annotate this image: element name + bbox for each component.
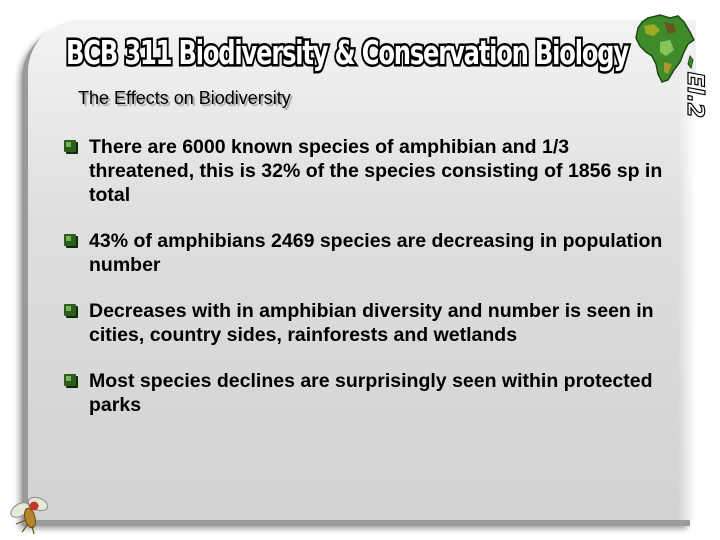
bullet-text: There are 6000 known species of amphibia… (89, 136, 663, 206)
bullet-text: Decreases with in amphibian diversity an… (89, 300, 654, 346)
course-title-banner: BCB 311 Biodiversity & Conservation Biol… (62, 22, 634, 78)
checkbox-bullet-icon (64, 304, 76, 316)
bullet-item: 43% of amphibians 2469 species are decre… (62, 229, 674, 277)
course-title: BCB 311 Biodiversity & Conservation Biol… (66, 33, 629, 72)
bullet-item: Most species declines are surprisingly s… (62, 369, 674, 417)
africa-map-icon (634, 12, 696, 86)
fruit-fly-icon (8, 488, 54, 536)
checkbox-bullet-icon (64, 374, 76, 386)
bullet-item: Decreases with in amphibian diversity an… (62, 299, 674, 347)
bullet-text: Most species declines are surprisingly s… (89, 370, 653, 416)
bullet-item: There are 6000 known species of amphibia… (62, 135, 674, 207)
section-subtitle: The Effects on Biodiversity (78, 88, 291, 108)
checkbox-bullet-icon (64, 140, 76, 152)
bullet-text: 43% of amphibians 2469 species are decre… (89, 230, 663, 276)
bullet-list: There are 6000 known species of amphibia… (62, 135, 674, 439)
checkbox-bullet-icon (64, 234, 76, 246)
slide-code: El.2 (681, 71, 707, 119)
content-panel (28, 20, 696, 520)
